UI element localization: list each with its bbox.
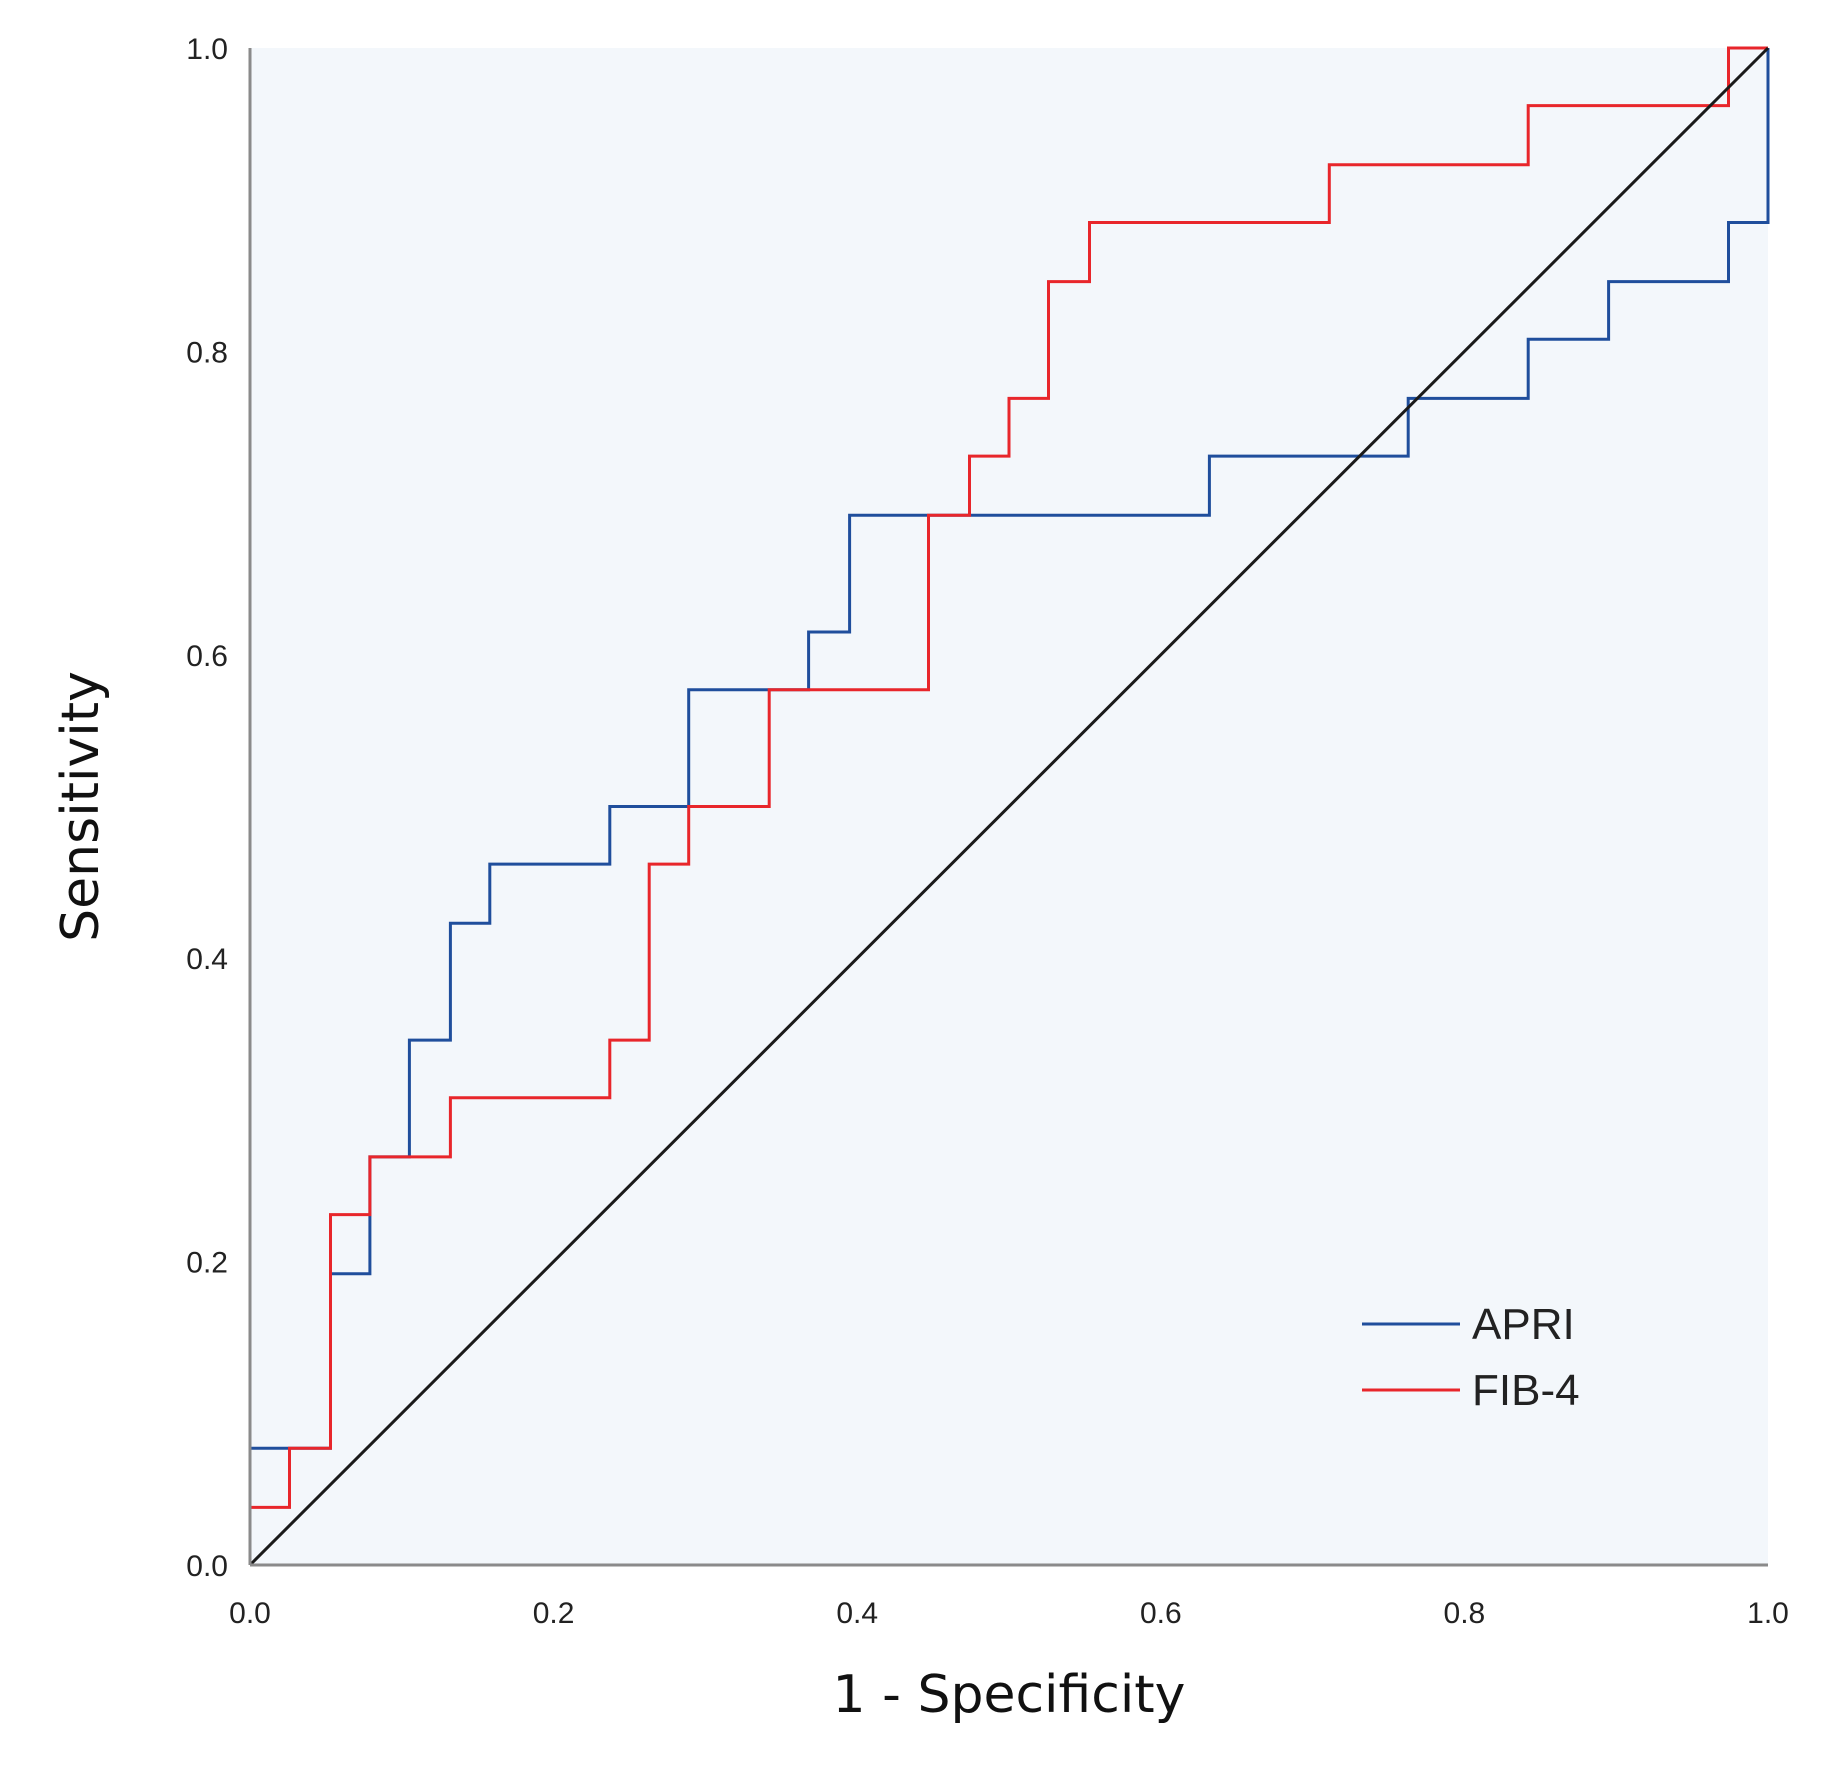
x-tick-label: 0.6	[1140, 1597, 1182, 1630]
x-tick-labels: 0.0 0.2 0.4 0.6 0.8 1.0	[229, 1597, 1789, 1630]
y-tick-label: 0.2	[186, 1247, 228, 1280]
y-axis-title: Sensitivity	[51, 671, 111, 942]
x-tick-label: 1.0	[1747, 1597, 1789, 1630]
legend-label-fib-4: FIB-4	[1472, 1366, 1580, 1415]
legend: APRI FIB-4	[1362, 1300, 1580, 1415]
series-line-reference-line	[248, 46, 1770, 1567]
x-tick-label: 0.8	[1444, 1597, 1486, 1630]
x-tick-label: 0.0	[229, 1597, 271, 1630]
y-tick-label: 0.6	[186, 640, 228, 673]
y-tick-labels: 0.0 0.2 0.4 0.6 0.8 1.0	[186, 33, 228, 1583]
x-axis-title: 1 - Specificity	[833, 1665, 1186, 1725]
series-layer	[248, 46, 1770, 1567]
y-tick-label: 0.8	[186, 336, 228, 369]
x-tick-label: 0.2	[533, 1597, 575, 1630]
series-line-fib-4	[248, 46, 1768, 1565]
legend-label-apri: APRI	[1472, 1300, 1575, 1349]
y-tick-label: 1.0	[186, 33, 228, 66]
y-tick-label: 0.0	[186, 1550, 228, 1583]
x-tick-label: 0.4	[836, 1597, 878, 1630]
y-tick-label: 0.4	[186, 943, 228, 976]
